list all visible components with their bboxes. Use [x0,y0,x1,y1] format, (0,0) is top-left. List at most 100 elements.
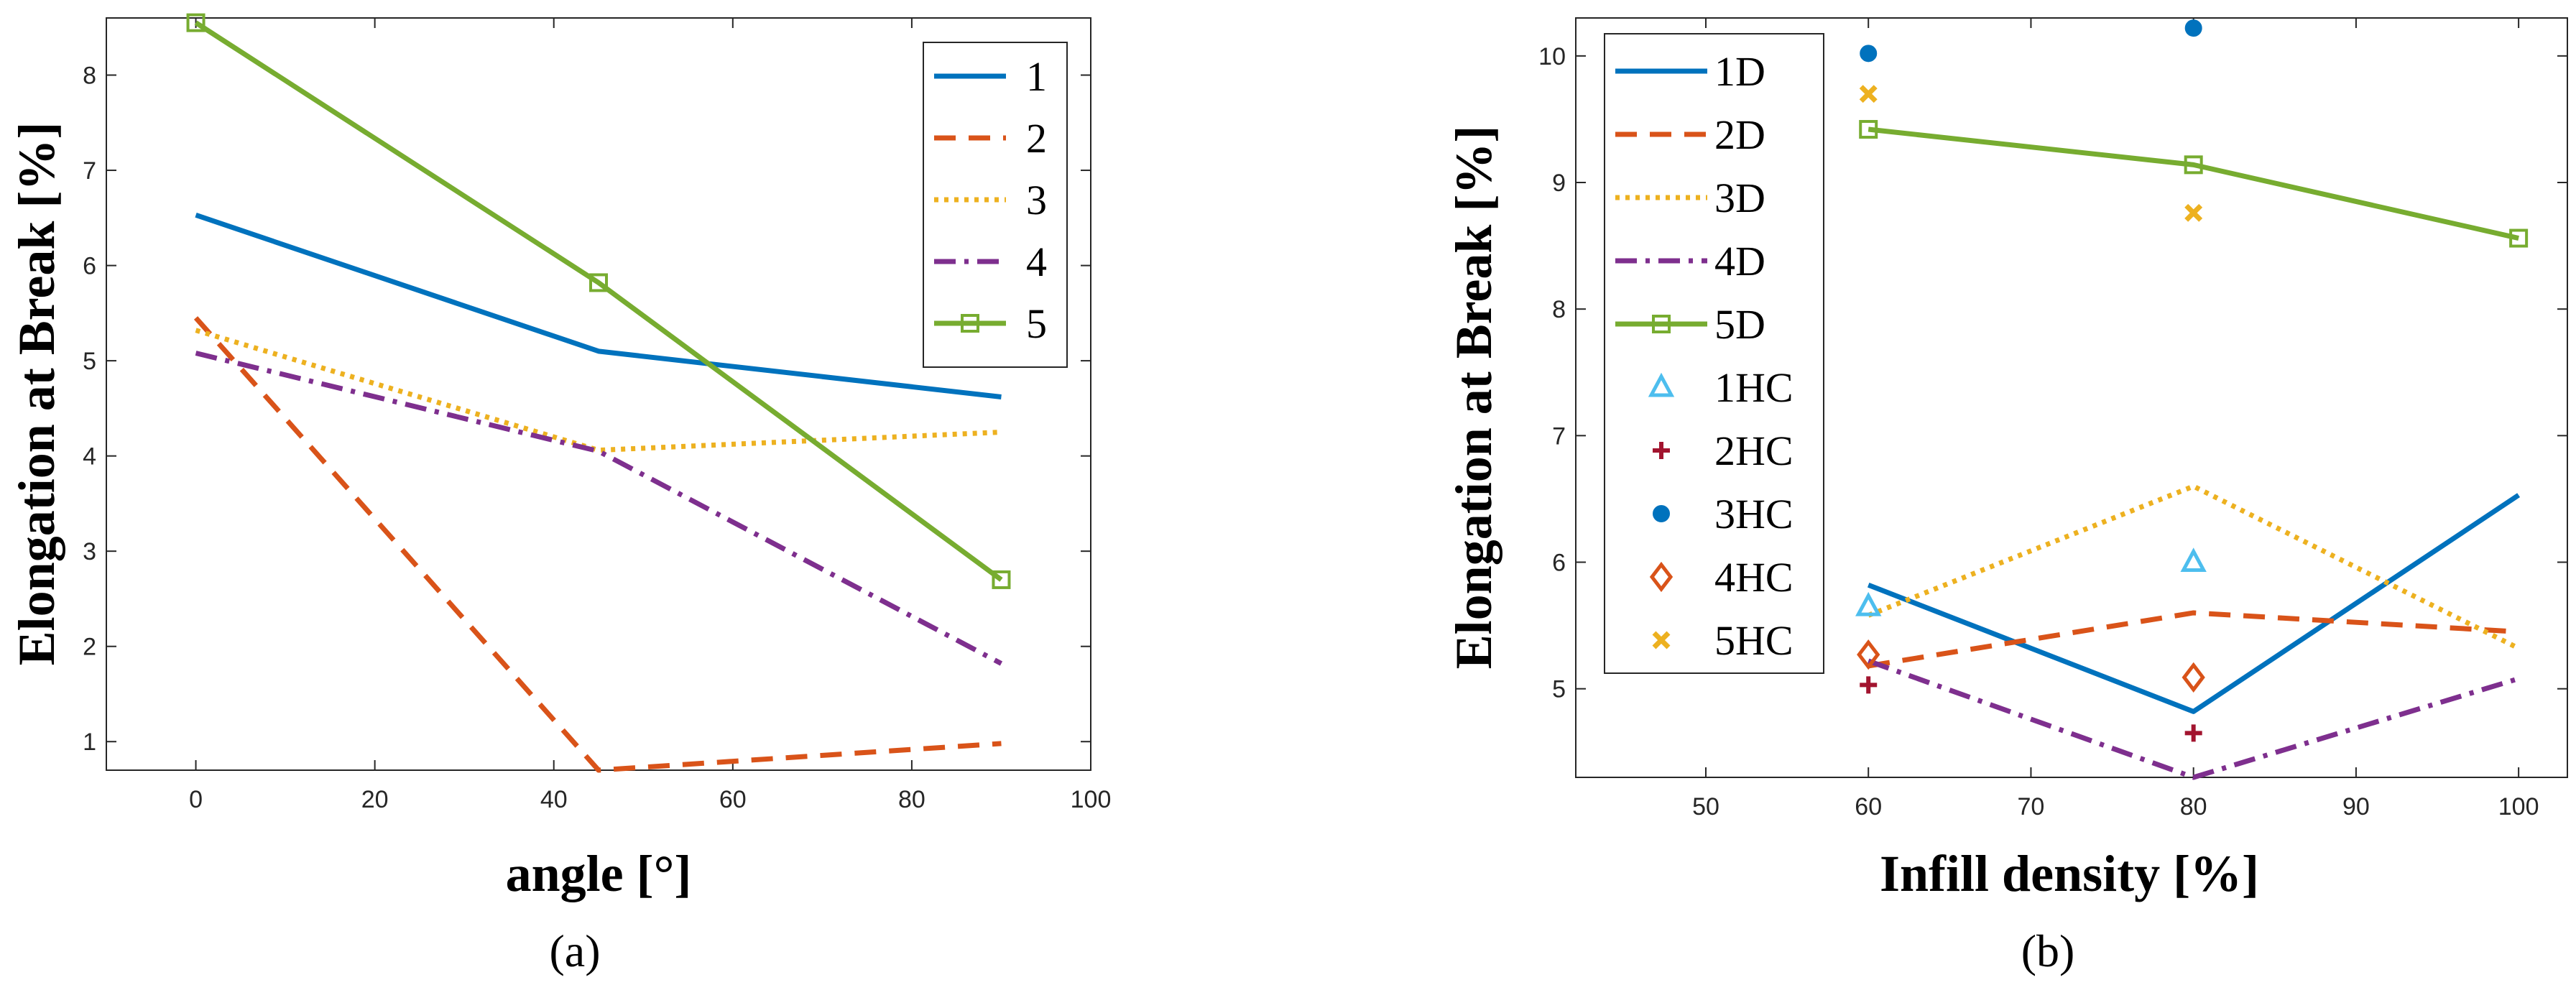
data-point-5D [1859,120,1878,139]
data-point-5 [589,273,608,292]
legend-item-5D: 5D [1615,301,1765,348]
legend-item-2D: 2D [1615,111,1765,158]
legend-item-4D: 4D [1615,238,1765,285]
legend-marker [1653,505,1670,522]
series-1 [195,213,1002,399]
x-tick-label: 40 [540,786,568,813]
data-point-5D [2184,155,2203,175]
series-2 [193,316,1002,773]
y-tick-label: 1 [83,729,96,756]
legend-label: 1D [1714,48,1765,95]
data-point-3HC [2184,19,2202,37]
x-tick-label: 100 [2498,793,2539,820]
series-5 [186,13,1011,589]
legend-item-5HC: 5HC [1652,617,1793,664]
legend-item-1HC: 1HC [1648,364,1793,411]
x-tick-label: 70 [2018,793,2045,820]
y-tick-label: 5 [83,348,96,375]
legend-label: 3D [1714,175,1765,221]
legend-marker [961,314,979,333]
legend-item-3HC: 3HC [1653,491,1793,537]
series-2HC [1860,676,2202,742]
x-tick-label: 80 [2180,793,2207,820]
data-point-5HC [1859,85,1878,103]
x-tick-label: 0 [189,786,203,813]
series-4HC [1857,639,2205,693]
data-point-5D [2509,228,2529,248]
legend-label: 1 [1026,53,1047,100]
series-line-5 [194,20,1003,582]
chart-panel-b: 5 6 7 8 9 10 50 60 70 80 90 100 Elongation at Brea… [1445,17,2568,976]
y-tick-label: 4 [83,443,96,471]
series-5HC [1859,85,2203,222]
data-point-5 [186,13,206,32]
x-tick-label: 60 [719,786,747,813]
series-4 [195,351,1003,666]
y-tick-label: 7 [83,157,96,185]
x-tick-label: 90 [2342,793,2370,820]
x-tick-label: 20 [361,786,389,813]
series-2D [1868,610,2519,669]
legend-a: 1 2 3 4 5 [923,42,1068,368]
legend-label: 4HC [1714,554,1793,601]
series-3HC [1860,19,2202,63]
legend-item-1D: 1D [1615,48,1765,95]
legend-label: 3HC [1714,491,1793,537]
legend-marker [1652,631,1671,649]
series-line-4D [1868,658,2520,780]
y-axis-title-b: Elongation at Break [%] [1445,126,1502,670]
legend-label: 5D [1714,301,1765,348]
series-line-1 [195,213,1002,399]
y-tick-label: 3 [83,538,96,565]
legend-label: 5HC [1714,617,1793,664]
x-tick-label: 100 [1071,786,1112,813]
legend-item-2: 2 [934,115,1047,162]
chart-panel-a: 1 2 3 4 5 6 7 8 0 20 40 60 80 100 Elongation at Brea… [8,13,1112,976]
series-line-2D [1868,610,2519,669]
y-tick-label: 7 [1552,422,1566,450]
series-line-5D [1868,126,2519,241]
data-point-3HC [1860,45,1878,63]
y-tick-label: 8 [83,63,96,90]
y-tick-label: 8 [1552,296,1566,323]
legend-label: 4 [1026,239,1047,285]
y-tick-label: 10 [1538,43,1566,70]
legend-label: 2D [1714,111,1765,158]
data-point-5HC [2184,203,2203,222]
y-tick-label: 6 [83,253,96,280]
x-axis-title-b: Infill density [%] [1880,845,2259,902]
legend-b: 1D 2D 3D 4D 5D 1HC 2HC 3HC 4HC 5HC [1604,33,1824,674]
legend-item-4: 4 [934,239,1047,285]
x-tick-label: 60 [1855,793,1882,820]
y-axis-title-a: Elongation at Break [%] [8,122,65,666]
y-tick-label: 2 [83,634,96,661]
legend-label: 4D [1714,238,1765,285]
x-tick-label: 50 [1692,793,1719,820]
legend-box-b [1604,33,1824,674]
legend-marker [1648,372,1675,397]
legend-marker [1649,561,1674,593]
data-point-2HC [1860,676,1878,694]
data-point-5 [992,570,1011,589]
legend-item-1: 1 [934,53,1047,100]
legend-item-4HC: 4HC [1649,554,1793,601]
legend-marker [1652,315,1671,333]
data-point-4HC [1857,639,1880,670]
panel-label-b: (b) [2021,925,2075,976]
series-line-4 [195,351,1003,666]
data-point-1HC [1855,591,1882,616]
data-point-1HC [2180,547,2207,573]
legend-item-3: 3 [934,177,1047,223]
legend-label: 3 [1026,177,1047,223]
panel-label-a: (a) [549,925,600,976]
legend-box-a [923,42,1068,368]
y-tick-label: 6 [1552,550,1566,577]
legend-marker [1653,442,1670,459]
y-tick-label: 9 [1552,170,1566,197]
legend-label: 5 [1026,300,1047,347]
series-5D [1859,120,2529,248]
x-tick-label: 80 [898,786,925,813]
legend-label: 2HC [1714,427,1793,474]
legend-label: 2 [1026,115,1047,162]
x-axis-title-a: angle [°] [506,845,692,902]
